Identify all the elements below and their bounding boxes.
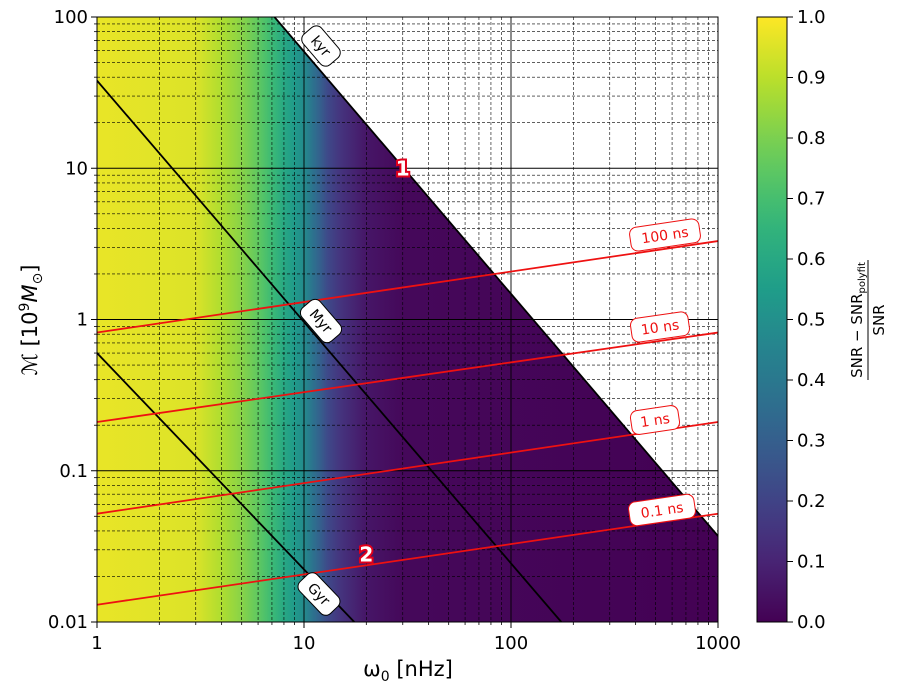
line-10-ns	[97, 331, 718, 423]
x-tick-label: 1	[91, 633, 102, 654]
x-tick-label: 100	[494, 633, 528, 654]
y-tick-label: 100	[54, 7, 88, 28]
inline-label-text: 1 ns	[639, 411, 671, 431]
inline-label-1-ns: 1 ns	[629, 405, 681, 435]
inline-label-100-ns: 100 ns	[629, 218, 701, 252]
inline-label-box	[628, 493, 696, 527]
y-label-exponent: 9	[17, 303, 33, 312]
inline-label-box	[297, 572, 341, 616]
colorbar-tick-label: 0.9	[797, 68, 826, 89]
y-axis-label: ℳ [109M⊙]	[17, 264, 46, 375]
inline-label-box	[630, 311, 690, 343]
line-100-ns	[97, 240, 718, 334]
colorbar-tick-label: 0.5	[797, 310, 826, 331]
x-label-subscript: 0	[381, 669, 390, 685]
marker-1: 1	[396, 156, 410, 180]
x-tick-label: 1000	[695, 633, 741, 654]
line-0-1-ns	[97, 512, 718, 606]
y-tick-label: 0.1	[59, 461, 88, 482]
colorbar-label: SNR − SNRpolyfit SNR	[848, 260, 888, 380]
inline-label-0-1-ns: 0.1 ns	[628, 493, 696, 527]
marker-labels: 12	[357, 154, 411, 568]
line-Myr	[97, 79, 562, 622]
y-tick-label: 0.01	[48, 612, 88, 633]
y-label-close: ]	[18, 264, 42, 272]
inline-label-text: 10 ns	[640, 317, 680, 338]
colorbar	[757, 17, 787, 622]
y-label-mass: M	[18, 284, 42, 302]
colorbar-tick-label: 0.8	[797, 128, 826, 149]
marker-2: 2	[359, 542, 373, 566]
inline-label-box	[629, 405, 681, 435]
colorbar-tick-label: 0.1	[797, 552, 826, 573]
inline-label-box	[629, 218, 701, 252]
y-axis: 0.01 0.1 1 10 100	[48, 7, 97, 633]
y-tick-label: 1	[77, 310, 88, 331]
x-tick-label: 10	[293, 633, 316, 654]
y-tick-label: 10	[65, 158, 88, 179]
colorbar-tick-label: 0.4	[797, 370, 826, 391]
colorbar-tick-label: 0.0	[797, 612, 826, 633]
line-1-ns	[97, 421, 718, 515]
cb-num-sub: polyfit	[857, 262, 868, 293]
red-lines	[97, 240, 718, 606]
inline-label-box	[299, 298, 343, 344]
x-axis-label: ω0 [nHz]	[363, 657, 453, 685]
colorbar-tick-label: 0.2	[797, 491, 826, 512]
x-axis: 1 10 100 1000	[91, 622, 741, 654]
inline-label-text: 100 ns	[641, 225, 690, 248]
inline-label-box	[301, 25, 341, 67]
colorbar-ticks: 0.0 0.1 0.2 0.3 0.4 0.5 0.6 0.7 0.8 0.9 1.0	[787, 7, 826, 633]
colorbar-tick-label: 1.0	[797, 7, 826, 28]
y-label-sun: ⊙	[30, 273, 46, 285]
colorbar-tick-label: 0.6	[797, 249, 826, 270]
colorbar-tick-label: 0.7	[797, 189, 826, 210]
plot-area	[97, 17, 718, 622]
colorbar-label-denominator: SNR	[870, 304, 888, 335]
x-label-omega: ω	[363, 657, 381, 681]
cb-num-main: SNR − SNR	[848, 293, 866, 377]
x-label-unit: [nHz]	[390, 657, 453, 681]
y-label-main: ℳ [10	[18, 311, 42, 375]
inline-label-10-ns: 10 ns	[630, 311, 690, 343]
colorbar-label-numerator: SNR − SNRpolyfit	[848, 262, 868, 378]
line-kyr	[273, 17, 718, 537]
colorbar-tick-label: 0.3	[797, 431, 826, 452]
inline-label-text: 0.1 ns	[640, 500, 685, 522]
